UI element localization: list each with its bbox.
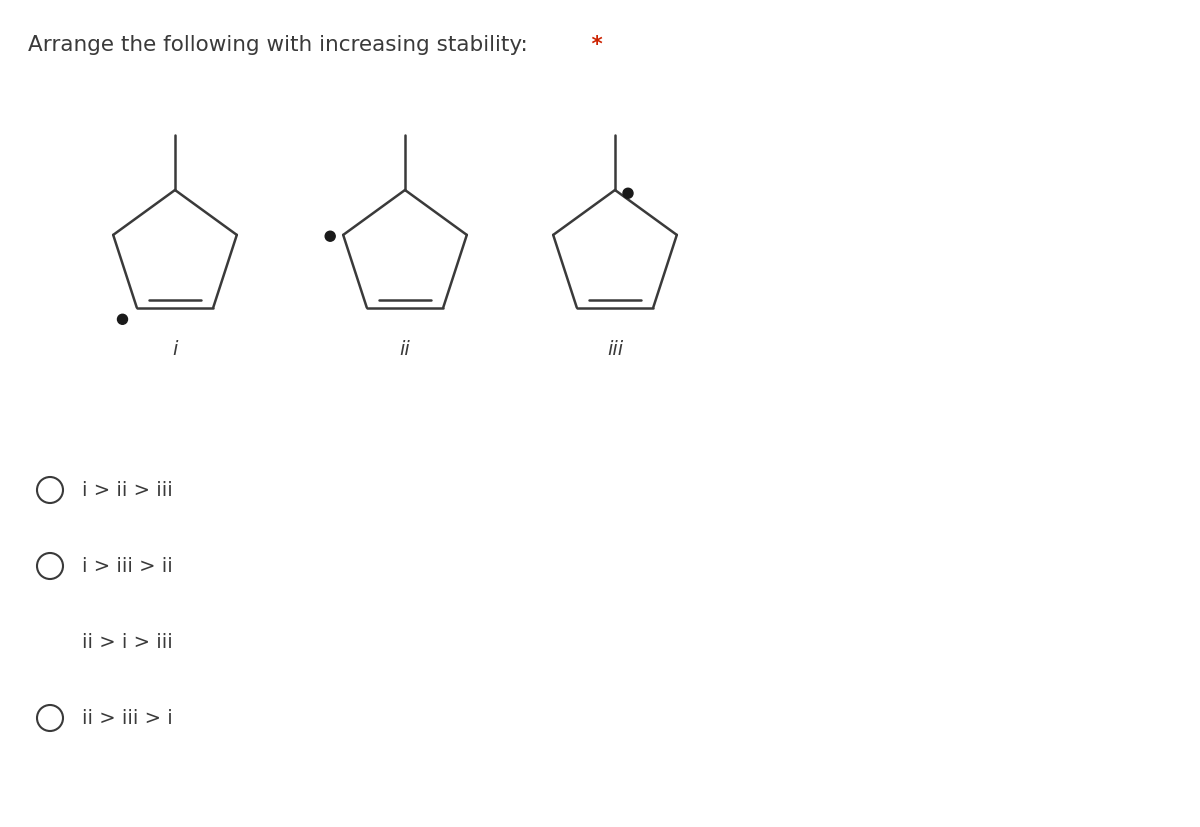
Text: Arrange the following with increasing stability:: Arrange the following with increasing st… — [28, 35, 528, 55]
Text: *: * — [584, 35, 602, 55]
Text: i > iii > ii: i > iii > ii — [82, 557, 173, 576]
Circle shape — [118, 314, 127, 324]
Text: ii > i > iii: ii > i > iii — [82, 633, 173, 652]
Text: iii: iii — [607, 340, 623, 359]
Text: ii: ii — [400, 340, 410, 359]
Circle shape — [623, 189, 634, 198]
Text: ii > iii > i: ii > iii > i — [82, 709, 173, 728]
Text: i: i — [173, 340, 178, 359]
Text: i > ii > iii: i > ii > iii — [82, 480, 173, 500]
Circle shape — [325, 232, 335, 241]
